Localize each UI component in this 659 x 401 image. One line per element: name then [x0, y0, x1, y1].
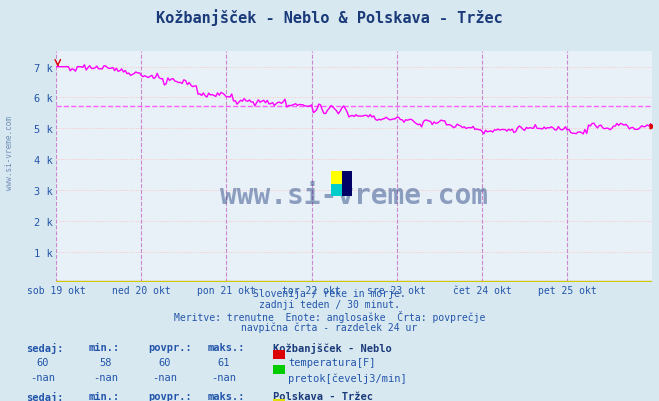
- Text: pretok[čevelj3/min]: pretok[čevelj3/min]: [288, 372, 407, 383]
- Bar: [331, 184, 342, 196]
- Text: Meritve: trenutne  Enote: anglosaške  Črta: povprečje: Meritve: trenutne Enote: anglosaške Črta…: [174, 310, 485, 322]
- Text: 60: 60: [159, 357, 171, 367]
- Text: zadnji teden / 30 minut.: zadnji teden / 30 minut.: [259, 299, 400, 309]
- Text: 61: 61: [218, 357, 230, 367]
- Text: Kožbanjšček - Neblo: Kožbanjšček - Neblo: [273, 342, 392, 352]
- Text: povpr.:: povpr.:: [148, 342, 192, 352]
- Text: 58: 58: [100, 357, 111, 367]
- Text: maks.:: maks.:: [208, 391, 245, 401]
- Bar: [331, 172, 342, 184]
- Bar: [342, 172, 353, 196]
- Text: Slovenija / reke in morje.: Slovenija / reke in morje.: [253, 288, 406, 298]
- Text: maks.:: maks.:: [208, 342, 245, 352]
- Text: sedaj:: sedaj:: [26, 391, 64, 401]
- Text: min.:: min.:: [89, 391, 120, 401]
- Text: Kožbanjšček - Neblo & Polskava - Tržec: Kožbanjšček - Neblo & Polskava - Tržec: [156, 9, 503, 26]
- Text: sedaj:: sedaj:: [26, 342, 64, 352]
- Text: 60: 60: [37, 357, 49, 367]
- Text: -nan: -nan: [93, 372, 118, 382]
- Text: -nan: -nan: [212, 372, 237, 382]
- Text: -nan: -nan: [30, 372, 55, 382]
- Text: min.:: min.:: [89, 342, 120, 352]
- Text: povpr.:: povpr.:: [148, 391, 192, 401]
- Text: www.si-vreme.com: www.si-vreme.com: [5, 115, 14, 189]
- Text: Polskava - Tržec: Polskava - Tržec: [273, 391, 374, 401]
- Text: www.si-vreme.com: www.si-vreme.com: [220, 181, 488, 209]
- Text: temperatura[F]: temperatura[F]: [288, 357, 376, 367]
- Text: navpična črta - razdelek 24 ur: navpična črta - razdelek 24 ur: [241, 322, 418, 332]
- Text: -nan: -nan: [152, 372, 177, 382]
